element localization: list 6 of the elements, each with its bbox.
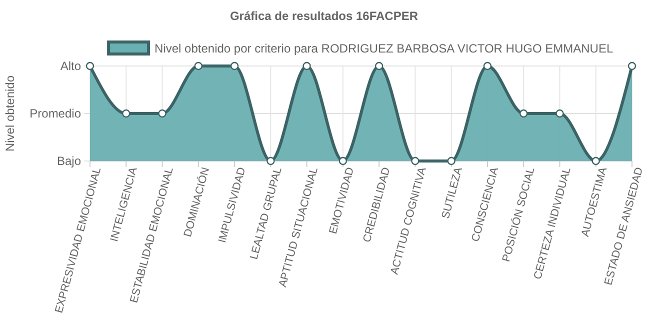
y-axis-title: Nivel obtenido — [3, 75, 17, 152]
chart-title: Gráfica de resultados 16FACPER — [230, 9, 418, 23]
ref-line-label: Promedio — [30, 106, 82, 121]
ref-line-label: Bajo — [56, 154, 82, 168]
legend-label: Nivel obtenido por criterio para RODRIGUEZ BARBOSA VICTOR HUGO EMMANUEL — [154, 42, 614, 56]
ref-line-label: Alto — [60, 59, 82, 74]
